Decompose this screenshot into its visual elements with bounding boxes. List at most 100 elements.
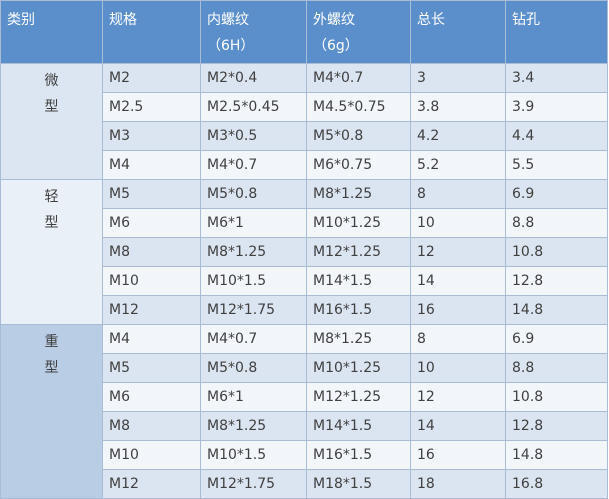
header-cell: 总长 — [410, 0, 506, 64]
cell: M6 — [102, 208, 201, 238]
header-text: 规格 — [109, 12, 137, 28]
cell: 5.5 — [505, 150, 608, 180]
cell: M12*1.75 — [200, 469, 307, 499]
cell: M6*0.75 — [306, 150, 411, 180]
table-row: M10 M10*1.5 M16*1.5 16 14.8 — [1, 440, 608, 470]
table-row: M4 M4*0.7 M6*0.75 5.2 5.5 — [1, 150, 608, 180]
cell: M12*1.25 — [306, 382, 411, 412]
group-label: 轻 — [44, 189, 59, 205]
cell: 8.8 — [505, 353, 608, 383]
cell: 18 — [410, 469, 506, 499]
cell: 4.2 — [410, 121, 506, 151]
cell: M8 — [102, 411, 201, 441]
cell: M10 — [102, 440, 201, 470]
group-label: 微 — [44, 73, 59, 89]
cell: M12 — [102, 295, 201, 325]
cell: M8*1.25 — [200, 237, 307, 267]
cell: 8 — [410, 179, 506, 209]
cell: M5*0.8 — [306, 121, 411, 151]
cell: M5 — [102, 179, 201, 209]
group-label: 型 — [44, 99, 59, 115]
header-text: （6g） — [313, 38, 359, 54]
group-cell: 重型 — [0, 324, 103, 499]
cell: 5.2 — [410, 150, 506, 180]
cell: M18*1.5 — [306, 469, 411, 499]
cell: M3 — [102, 121, 201, 151]
cell: M6*1 — [200, 208, 307, 238]
header-cell: 规格 — [102, 0, 201, 64]
table-row: M10 M10*1.5 M14*1.5 14 12.8 — [1, 266, 608, 296]
group-cell: 轻型 — [0, 179, 103, 325]
header-text: （6H） — [207, 38, 255, 54]
cell: M8*1.25 — [306, 324, 411, 354]
header-cell: 内螺纹 （6H） — [200, 0, 307, 64]
cell: 3 — [410, 63, 506, 93]
cell: M4.5*0.75 — [306, 92, 411, 122]
table-row: M8 M8*1.25 M14*1.5 14 12.8 — [1, 411, 608, 441]
cell: M12*1.75 — [200, 295, 307, 325]
table-row: M6 M6*1 M10*1.25 10 8.8 — [1, 208, 608, 238]
cell: 8.8 — [505, 208, 608, 238]
cell: 6.9 — [505, 324, 608, 354]
cell: 12 — [410, 382, 506, 412]
table-row: M2.5 M2.5*0.45 M4.5*0.75 3.8 3.9 — [1, 92, 608, 122]
cell: M2*0.4 — [200, 63, 307, 93]
cell: M16*1.5 — [306, 295, 411, 325]
cell: M14*1.5 — [306, 266, 411, 296]
cell: 16.8 — [505, 469, 608, 499]
cell: M5 — [102, 353, 201, 383]
cell: M6 — [102, 382, 201, 412]
cell: M10*1.25 — [306, 353, 411, 383]
cell: M8*1.25 — [200, 411, 307, 441]
header-text: 类别 — [7, 12, 35, 28]
cell: M2.5 — [102, 92, 201, 122]
cell: M4*0.7 — [200, 150, 307, 180]
cell: M10 — [102, 266, 201, 296]
cell: 12 — [410, 237, 506, 267]
cell: M8*1.25 — [306, 179, 411, 209]
table-body: 微型 M2 M2*0.4 M4*0.7 3 3.4 M2.5 M2.5*0.45 M4.5*0.… — [0, 63, 608, 499]
cell: M2.5*0.45 — [200, 92, 307, 122]
table-row: M5 M5*0.8 M10*1.25 10 8.8 — [1, 353, 608, 383]
cell: M16*1.5 — [306, 440, 411, 470]
cell: 16 — [410, 440, 506, 470]
cell: 14.8 — [505, 440, 608, 470]
cell: M10*1.5 — [200, 440, 307, 470]
cell: 6.9 — [505, 179, 608, 209]
cell: M10*1.25 — [306, 208, 411, 238]
cell: 14 — [410, 411, 506, 441]
cell: M12 — [102, 469, 201, 499]
cell: M8 — [102, 237, 201, 267]
cell: M4 — [102, 324, 201, 354]
header-text: 钻孔 — [512, 12, 540, 28]
cell: 3.9 — [505, 92, 608, 122]
cell: M4 — [102, 150, 201, 180]
cell: 14.8 — [505, 295, 608, 325]
cell: 10.8 — [505, 237, 608, 267]
cell: M10*1.5 — [200, 266, 307, 296]
cell: M6*1 — [200, 382, 307, 412]
cell: 3.8 — [410, 92, 506, 122]
cell: M3*0.5 — [200, 121, 307, 151]
table-row: 重型 M4 M4*0.7 M8*1.25 8 6.9 — [0, 324, 608, 499]
cell: M5*0.8 — [200, 179, 307, 209]
table-row: M8 M8*1.25 M12*1.25 12 10.8 — [1, 237, 608, 267]
cell: 10 — [410, 353, 506, 383]
table-row: 轻型 M5 M5*0.8 M8*1.25 8 6.9 — [0, 179, 608, 325]
cell: 4.4 — [505, 121, 608, 151]
cell: 3.4 — [505, 63, 608, 93]
cell: 10.8 — [505, 382, 608, 412]
table-row: 微型 M2 M2*0.4 M4*0.7 3 3.4 — [0, 63, 608, 180]
group-label: 型 — [44, 215, 59, 231]
cell: 16 — [410, 295, 506, 325]
header-cell: 类别 — [0, 0, 103, 64]
table-row: M3 M3*0.5 M5*0.8 4.2 4.4 — [1, 121, 608, 151]
header-row: 类别 规格 内螺纹 （6H） 外螺纹 （6g） 总长 钻孔 — [0, 0, 608, 64]
cell: M14*1.5 — [306, 411, 411, 441]
header-text: 内螺纹 — [207, 12, 249, 28]
header-cell: 外螺纹 （6g） — [306, 0, 411, 64]
cell: 14 — [410, 266, 506, 296]
cell: 8 — [410, 324, 506, 354]
